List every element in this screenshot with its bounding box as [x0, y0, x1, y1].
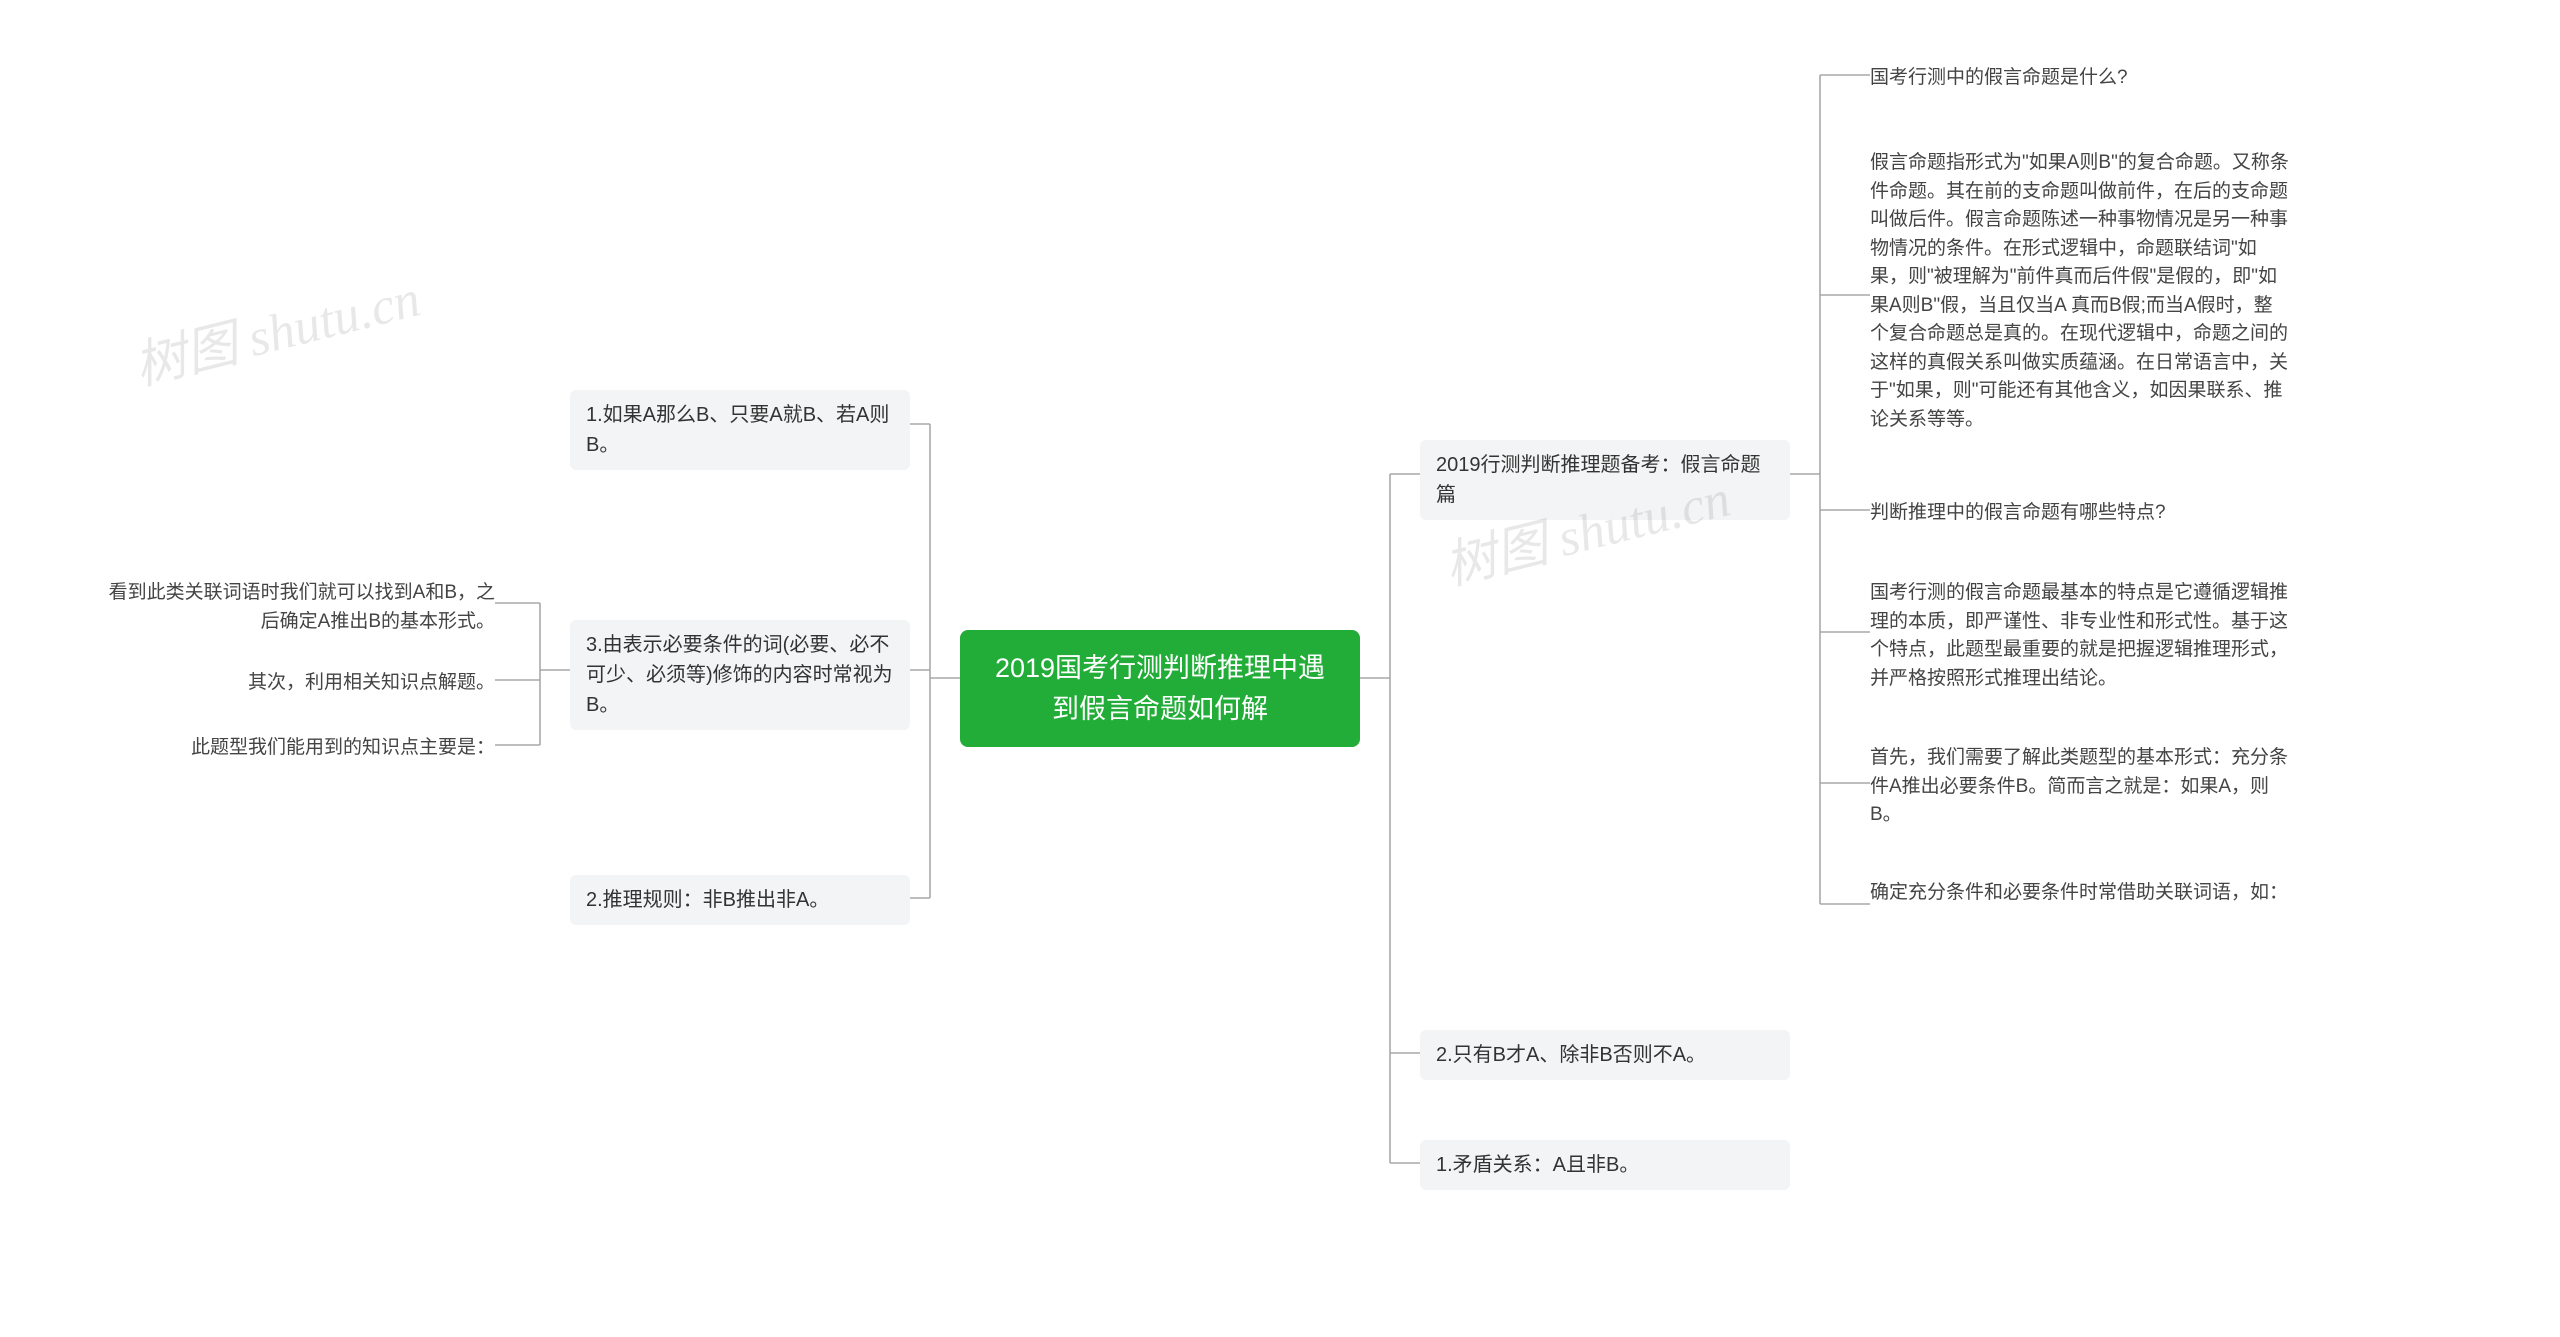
right-branch-2: 2.只有B才A、除非B否则不A。 [1420, 1030, 1790, 1080]
right-leaf-1-2-text: 判断推理中的假言命题有哪些特点? [1870, 502, 2166, 523]
right-leaf-1-0: 国考行测中的假言命题是什么? [1870, 60, 2170, 97]
right-leaf-1-0-text: 国考行测中的假言命题是什么? [1870, 67, 2128, 88]
left-branch-3-text: 2.推理规则：非B推出非A。 [586, 889, 829, 911]
right-branch-3: 1.矛盾关系：A且非B。 [1420, 1140, 1790, 1190]
right-leaf-1-4: 首先，我们需要了解此类题型的基本形式：充分条件A推出必要条件B。简而言之就是：如… [1870, 740, 2290, 834]
right-leaf-1-4-text: 首先，我们需要了解此类题型的基本形式：充分条件A推出必要条件B。简而言之就是：如… [1870, 747, 2288, 825]
right-branch-3-text: 1.矛盾关系：A且非B。 [1436, 1154, 1639, 1176]
right-leaf-1-3: 国考行测的假言命题最基本的特点是它遵循逻辑推理的本质，即严谨性、非专业性和形式性… [1870, 575, 2290, 697]
left-leaf-2-2-text: 此题型我们能用到的知识点主要是： [191, 737, 495, 758]
root-text: 2019国考行测判断推理中遇到假言命题如何解 [995, 653, 1325, 724]
right-leaf-1-1-text: 假言命题指形式为"如果A则B"的复合命题。又称条件命题。其在前的支命题叫做前件，… [1870, 152, 2289, 430]
watermark-1-text: 树图 shutu.cn [129, 270, 426, 396]
right-leaf-1-5: 确定充分条件和必要条件时常借助关联词语，如： [1870, 875, 2290, 912]
right-branch-2-text: 2.只有B才A、除非B否则不A。 [1436, 1044, 1706, 1066]
left-leaf-2-2: 此题型我们能用到的知识点主要是： [170, 730, 495, 767]
right-leaf-1-1: 假言命题指形式为"如果A则B"的复合命题。又称条件命题。其在前的支命题叫做前件，… [1870, 145, 2290, 438]
left-leaf-2-1: 其次，利用相关知识点解题。 [230, 665, 495, 702]
left-branch-1: 1.如果A那么B、只要A就B、若A则B。 [570, 390, 910, 470]
left-branch-2-text: 3.由表示必要条件的词(必要、必不可少、必须等)修饰的内容时常视为B。 [586, 634, 893, 716]
left-branch-2: 3.由表示必要条件的词(必要、必不可少、必须等)修饰的内容时常视为B。 [570, 620, 910, 730]
right-leaf-1-5-text: 确定充分条件和必要条件时常借助关联词语，如： [1870, 882, 2288, 903]
left-branch-1-text: 1.如果A那么B、只要A就B、若A则B。 [586, 404, 889, 456]
right-leaf-1-3-text: 国考行测的假言命题最基本的特点是它遵循逻辑推理的本质，即严谨性、非专业性和形式性… [1870, 582, 2288, 689]
right-leaf-1-2: 判断推理中的假言命题有哪些特点? [1870, 495, 2210, 532]
right-branch-1-text: 2019行测判断推理题备考：假言命题篇 [1436, 454, 1761, 506]
right-branch-1: 2019行测判断推理题备考：假言命题篇 [1420, 440, 1790, 520]
left-branch-3: 2.推理规则：非B推出非A。 [570, 875, 910, 925]
left-leaf-2-1-text: 其次，利用相关知识点解题。 [248, 672, 495, 693]
root-node: 2019国考行测判断推理中遇到假言命题如何解 [960, 630, 1360, 747]
left-leaf-2-0: 看到此类关联词语时我们就可以找到A和B，之后确定A推出B的基本形式。 [95, 575, 495, 640]
watermark-1: 树图 shutu.cn [125, 256, 426, 399]
left-leaf-2-0-text: 看到此类关联词语时我们就可以找到A和B，之后确定A推出B的基本形式。 [109, 582, 495, 632]
